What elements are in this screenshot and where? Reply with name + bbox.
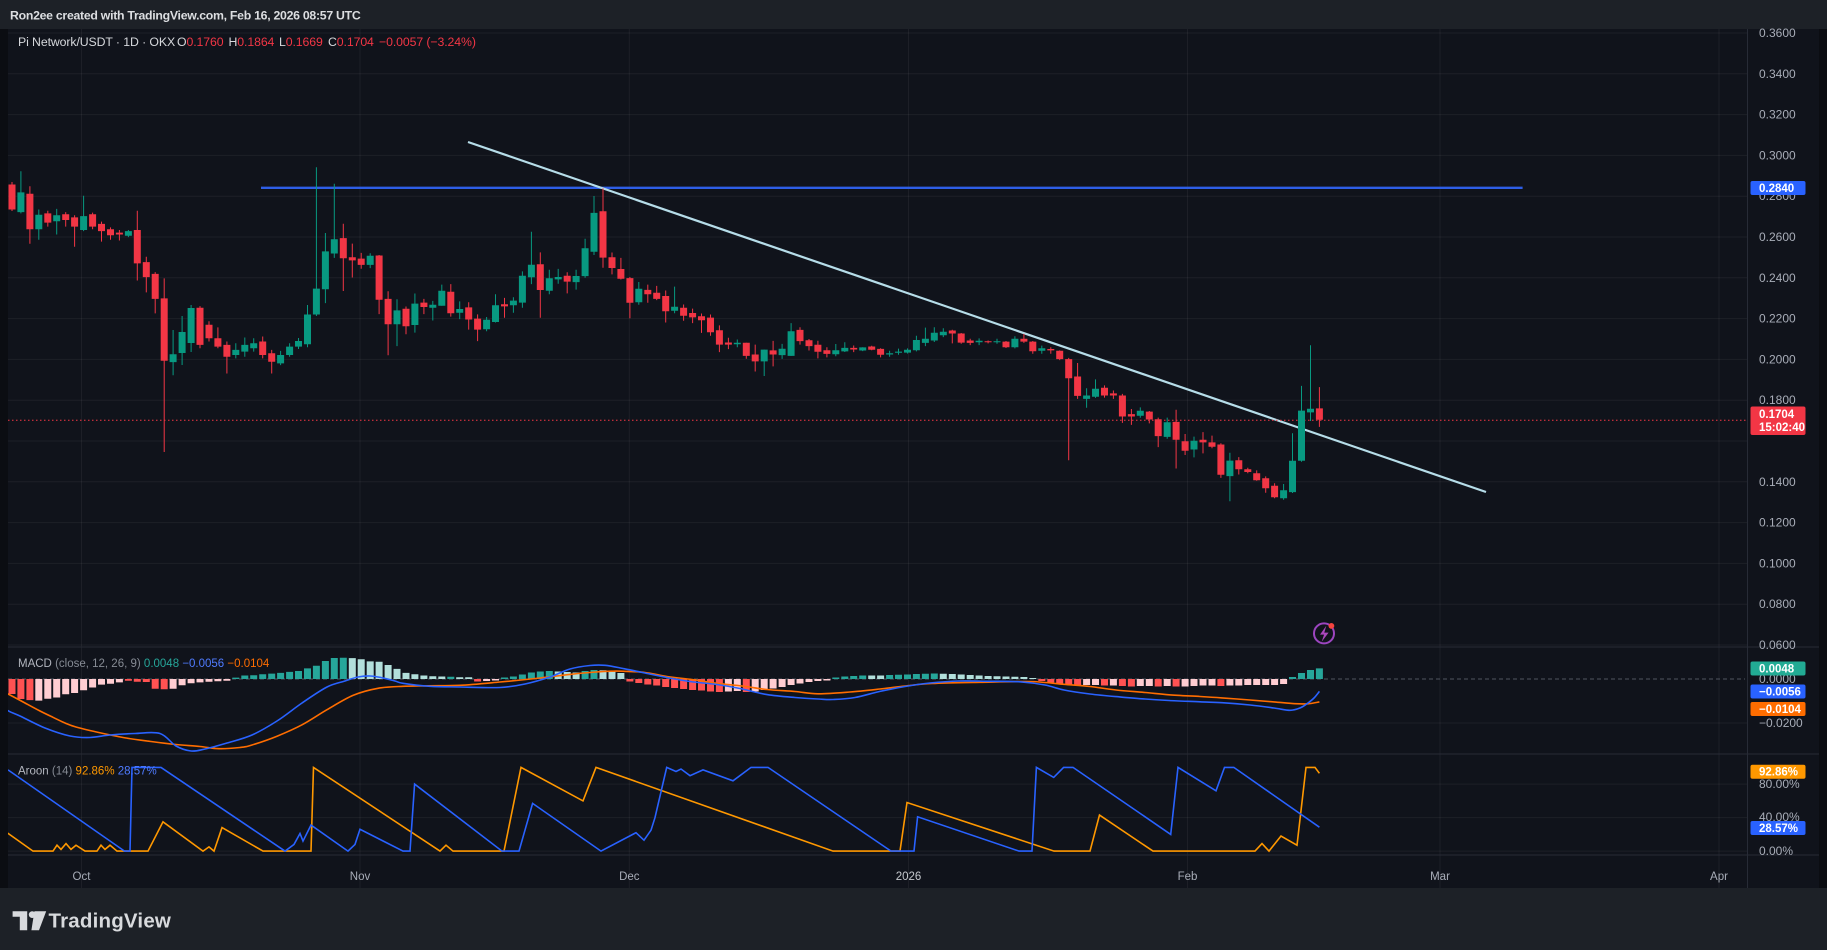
svg-text:0.1200: 0.1200 <box>1759 516 1796 530</box>
svg-text:TradingView: TradingView <box>49 910 172 933</box>
svg-text:92.86%: 92.86% <box>1759 767 1798 779</box>
svg-text:0.3000: 0.3000 <box>1759 148 1796 162</box>
svg-text:80.00%: 80.00% <box>1759 777 1800 791</box>
svg-text:0.3400: 0.3400 <box>1759 67 1796 81</box>
svg-text:Nov: Nov <box>350 871 371 883</box>
svg-text:Oct: Oct <box>73 871 92 883</box>
svg-text:0.1800: 0.1800 <box>1759 393 1796 407</box>
svg-text:0.3200: 0.3200 <box>1759 108 1796 122</box>
svg-text:0.2600: 0.2600 <box>1759 230 1796 244</box>
svg-text:0.1704: 0.1704 <box>1759 409 1795 421</box>
svg-text:0.2840: 0.2840 <box>1759 183 1794 195</box>
svg-text:Feb: Feb <box>1178 871 1198 883</box>
svg-text:0.0800: 0.0800 <box>1759 597 1796 611</box>
svg-text:−0.0056: −0.0056 <box>1759 687 1801 699</box>
svg-text:2026: 2026 <box>896 871 922 883</box>
svg-text:0.00%: 0.00% <box>1759 844 1793 858</box>
svg-text:Apr: Apr <box>1710 871 1728 883</box>
svg-text:−0.0104: −0.0104 <box>1759 704 1801 716</box>
svg-text:0.3600: 0.3600 <box>1759 26 1796 40</box>
svg-text:0.2000: 0.2000 <box>1759 352 1796 366</box>
svg-text:0.1000: 0.1000 <box>1759 556 1796 570</box>
svg-text:Ron2ee created with TradingVie: Ron2ee created with TradingView.com, Feb… <box>10 9 361 23</box>
svg-text:0.0600: 0.0600 <box>1759 638 1796 652</box>
svg-text:40.00%: 40.00% <box>1759 810 1800 824</box>
svg-text:28.57%: 28.57% <box>1759 823 1798 835</box>
svg-text:0.2400: 0.2400 <box>1759 271 1796 285</box>
svg-text:−0.0200: −0.0200 <box>1759 716 1803 730</box>
svg-text:0.2200: 0.2200 <box>1759 312 1796 326</box>
svg-text:0.0048: 0.0048 <box>1759 664 1795 676</box>
svg-text:15:02:40: 15:02:40 <box>1759 422 1805 434</box>
svg-text:Mar: Mar <box>1430 871 1450 883</box>
svg-text:Dec: Dec <box>619 871 640 883</box>
svg-text:MACD (close, 12, 26, 9) 0.0048: MACD (close, 12, 26, 9) 0.0048 −0.0056 −… <box>18 658 270 670</box>
svg-text:Aroon (14) 92.86% 28.57%: Aroon (14) 92.86% 28.57% <box>18 766 157 778</box>
svg-text:0.1400: 0.1400 <box>1759 475 1796 489</box>
